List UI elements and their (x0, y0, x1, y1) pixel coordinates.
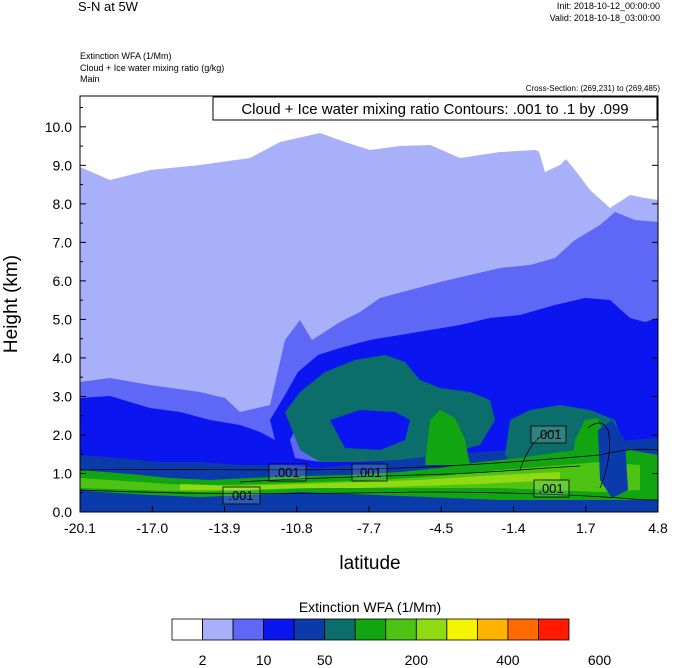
colorbar-label: 400 (496, 652, 520, 668)
colorbar-label: 200 (405, 652, 429, 668)
x-tick-label: -1.4 (501, 520, 525, 536)
colorbar-label: 2 (199, 652, 207, 668)
x-tick-label: -13.9 (209, 520, 241, 536)
contour-label-box-1 (222, 486, 261, 505)
chart-title: Cloud + Ice water mixing ratio Contours:… (241, 101, 628, 118)
colorbar-swatch (202, 618, 234, 641)
x-tick-label: 4.8 (648, 520, 668, 536)
contour-line-4 (587, 422, 610, 489)
figure-title: S-N at 5W (78, 0, 139, 14)
colorbar-label: 600 (588, 652, 612, 668)
contour-label-box-3 (351, 463, 388, 482)
contour-label-2: .001 (274, 465, 299, 480)
cross-section-label: Cross-Section: (269,231) to (269,485) (526, 84, 661, 93)
colorbar-swatch (415, 618, 448, 641)
extinction-field (80, 96, 658, 512)
y-axis-label: Height (km) (1, 255, 22, 353)
contour-label-5: .001 (538, 481, 563, 496)
chart-title-box (212, 96, 658, 121)
x-tick-label: -10.8 (281, 520, 313, 536)
colorbar-title: Extinction WFA (1/Mm) (299, 599, 441, 615)
colorbar-swatch (354, 618, 387, 641)
colorbar-swatch (507, 618, 539, 641)
y-tick-label: 7.0 (53, 234, 73, 250)
colorbar-labels: 2 10 50 200 400 600 (199, 652, 612, 668)
field-blue-gap (330, 410, 410, 450)
contour-line-2 (80, 489, 658, 501)
colorbar-label: 50 (317, 652, 333, 668)
contour-label-3: .001 (356, 465, 381, 480)
valid-time: Valid: 2018-10-18_03:00:00 (550, 13, 660, 23)
y-tick-label: 3.0 (53, 388, 73, 404)
colorbar-swatch (293, 618, 326, 641)
field-layer-yellowgreen (180, 472, 560, 490)
x-tick-label: -7.7 (357, 520, 381, 536)
contour-label-box-2 (268, 463, 307, 482)
y-tick-label: 2.0 (53, 427, 73, 443)
colorbar-label: 10 (256, 652, 272, 668)
field-layer-200-patch (598, 420, 628, 498)
init-time: Init: 2018-10-12_00:00:00 (557, 1, 660, 11)
y-tick-label: 9.0 (53, 157, 73, 173)
colorbar-swatch (232, 618, 265, 641)
colorbar-swatch (476, 618, 509, 641)
field-line-2: Cloud + Ice water mixing ratio (g/kg) (80, 63, 224, 73)
field-layer-green-tall (425, 410, 470, 465)
field-line-3: Main (80, 74, 100, 84)
colorbar-swatch (385, 618, 417, 641)
x-axis: -20.1 -17.0 -13.9 -10.8 -7.7 -4.5 -1.4 1.7 4.8 (64, 506, 668, 536)
colorbar-swatch (538, 618, 570, 641)
field-layer-lightgreen (80, 462, 640, 492)
colorbar-swatch (446, 618, 478, 641)
contour-lines (80, 422, 658, 501)
x-axis-label: latitude (339, 553, 400, 574)
y-tick-label: 1.0 (53, 465, 73, 481)
x-tick-label: 1.7 (576, 520, 596, 536)
y-tick-label: 0.0 (53, 504, 73, 520)
contour-label-box-4 (530, 425, 567, 444)
contour-label-box-5 (533, 479, 570, 498)
contour-line-5 (519, 429, 561, 471)
colorbar-swatch (263, 618, 295, 641)
x-tick-label: -20.1 (64, 520, 96, 536)
field-line-1: Extinction WFA (1/Mm) (80, 51, 172, 61)
x-tick-label: -4.5 (429, 520, 453, 536)
contour-label-4: .001 (536, 427, 561, 442)
y-tick-label: 10.0 (45, 119, 72, 135)
contour-line-3 (239, 465, 581, 483)
colorbar (171, 618, 570, 641)
contour-label-1: .001 (228, 488, 253, 503)
colorbar-swatch (324, 618, 356, 641)
y-tick-label: 6.0 (53, 273, 73, 289)
y-tick-label: 4.0 (53, 350, 73, 366)
contour-labels: .001 .001 .001 .001 .001 (222, 425, 570, 505)
y-tick-label: 8.0 (53, 196, 73, 212)
y-tick-label: 5.0 (53, 311, 73, 327)
y-axis: 0.0 1.0 2.0 3.0 4.0 5.0 6.0 7.0 8.0 9.0 10.0 (45, 107, 658, 520)
x-tick-label: -17.0 (136, 520, 168, 536)
colorbar-swatch (171, 618, 203, 641)
